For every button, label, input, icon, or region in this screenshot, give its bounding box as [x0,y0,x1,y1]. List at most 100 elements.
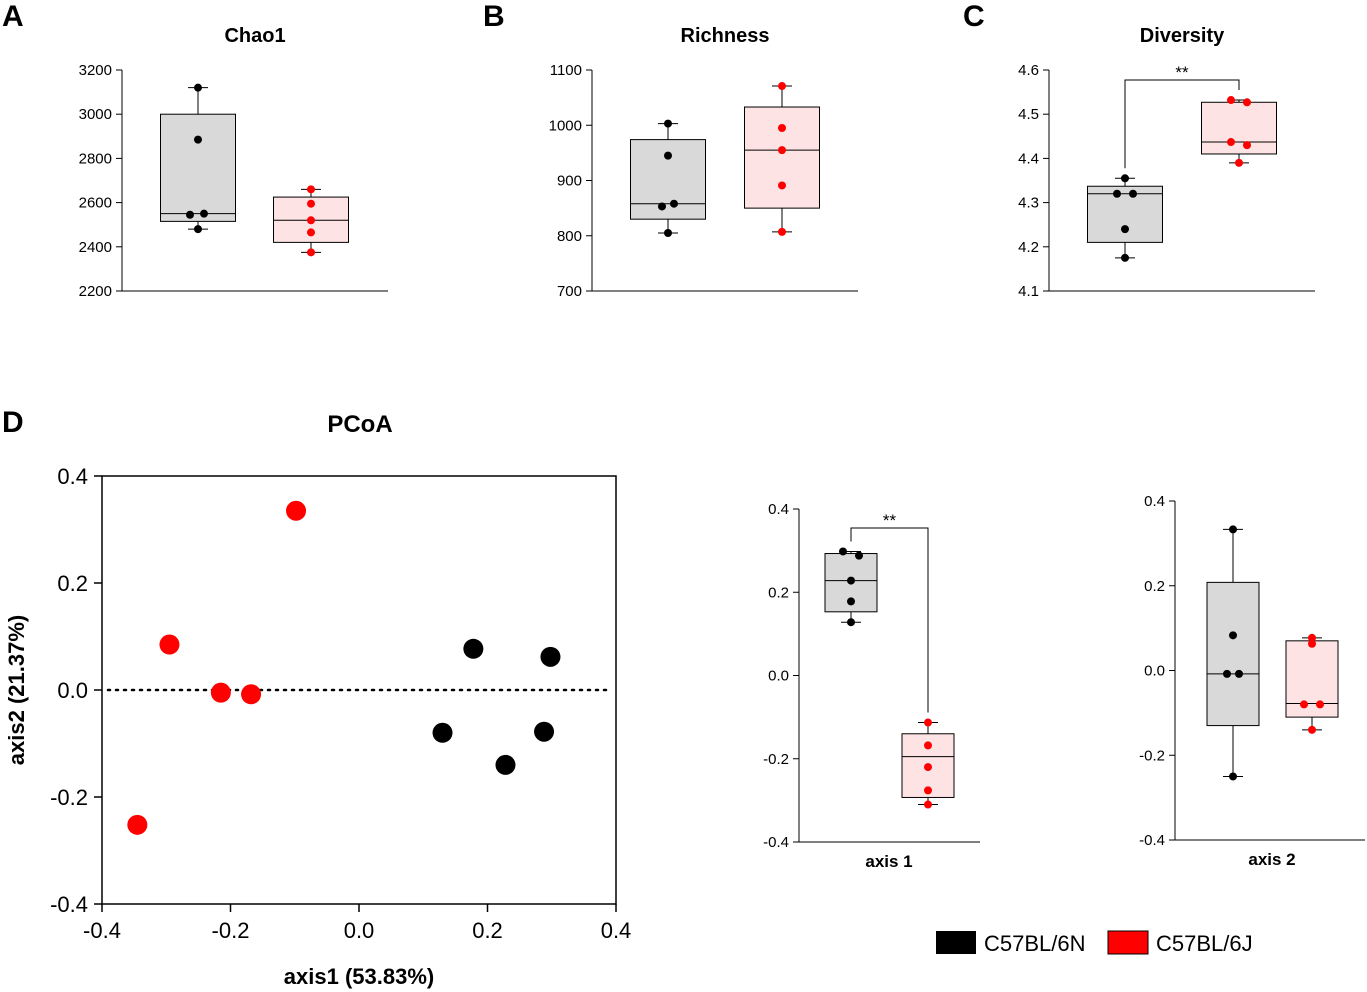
data-point [1316,700,1324,709]
scatter-point [159,634,180,655]
significance-bracket [1124,79,1240,169]
scatter-point [432,722,453,743]
data-point [307,199,315,208]
y-tick-label: 0.0 [1144,663,1165,680]
legend: C57BL/6N C57BL/6J [936,930,1253,956]
data-point [778,82,786,91]
y-tick-label: -0.2 [50,785,88,810]
scatter-point [286,500,307,521]
data-point [670,199,678,208]
y-tick-label: -0.4 [50,892,88,917]
panel-letter-c: C [963,0,985,33]
box-group2 [744,106,820,209]
data-point [307,248,315,257]
y-tick-label: 1000 [549,117,582,134]
x-category-label: axis 2 [1248,850,1295,869]
data-point [778,146,786,155]
y-tick-label: 2200 [79,283,112,300]
box-plot-axis2: -0.4 -0.2 0.0 0.2 0.4 axis 2 [1139,493,1365,869]
data-point [664,228,672,237]
data-point [924,786,932,795]
data-point [924,741,932,750]
y-tick-label: 3200 [79,62,112,79]
chart-title: Diversity [1140,25,1225,47]
box-group1 [160,113,236,222]
y-tick-label: 0.4 [768,501,789,518]
data-point [1300,700,1308,709]
data-point [194,83,202,92]
y-tick-label: 700 [557,283,582,300]
data-point [778,181,786,190]
box-group1 [1087,185,1163,243]
significance-label: ** [1175,63,1189,82]
data-point [1227,138,1235,147]
y-tick-label: 4.2 [1018,239,1039,256]
data-point [1235,158,1243,167]
data-point [664,151,672,160]
chart-title: Richness [681,25,770,47]
data-point [778,124,786,133]
chart-title: Chao1 [224,25,285,47]
data-point [1235,669,1243,678]
data-point [200,209,208,218]
legend-swatch-group2 [1107,930,1149,955]
y-tick-label: 4.4 [1018,150,1039,167]
data-point [1308,725,1316,734]
y-tick-label: -0.2 [763,751,789,768]
data-point [664,119,672,128]
y-tick-label: 1100 [550,62,582,79]
panel-letter-a: A [2,0,24,33]
x-tick-label: -0.2 [212,918,250,943]
data-point [1223,669,1231,678]
y-tick-label: 0.0 [768,668,789,685]
data-point [924,718,932,727]
data-point [1129,189,1137,198]
x-tick-label: 0.0 [344,918,375,943]
y-tick-label: 900 [557,173,582,190]
box-plot-diversity: 4.1 4.2 4.3 4.4 4.5 4.6 Diversity ** [1018,25,1315,300]
y-tick-label: 4.6 [1018,62,1039,79]
scatter-point [463,638,484,659]
data-point [194,135,202,144]
y-tick-label: 4.3 [1018,195,1039,212]
significance-label: ** [883,511,897,530]
data-point [1121,253,1129,262]
x-axis-title: axis1 (53.83%) [284,964,434,989]
data-point [658,202,666,211]
data-point [1229,525,1237,534]
data-point [924,763,932,772]
data-point [847,576,855,585]
data-point [186,210,194,219]
x-tick-label: -0.4 [83,918,121,943]
box-group1 [630,139,706,220]
y-tick-label: 2400 [79,239,112,256]
scatter-point [241,684,262,705]
y-tick-label: 0.2 [57,571,88,596]
y-tick-label: 2600 [79,195,112,212]
data-point [1227,96,1235,105]
y-tick-label: 4.5 [1018,106,1039,123]
box-plot-richness: 700 800 900 1000 1100 Richness [549,25,858,300]
y-tick-label: 0.4 [57,464,88,489]
data-point [1113,189,1121,198]
legend-swatch-group1 [936,931,976,954]
y-tick-label: 4.1 [1018,283,1039,300]
panel-letter-b: B [483,0,505,33]
panel-letter-d: D [2,406,24,439]
data-point [847,597,855,606]
scatter-point [534,721,555,742]
data-point [1229,772,1237,781]
box-group2 [1201,101,1277,155]
x-category-label: axis 1 [865,852,912,871]
box-group2 [1285,640,1339,718]
data-point [307,228,315,237]
data-point [307,216,315,225]
data-point [1308,639,1316,648]
box-plot-axis1: -0.4 -0.2 0.0 0.2 0.4 axis 1 ** [763,501,980,871]
y-tick-label: 0.2 [768,584,789,601]
scatter-point [127,814,148,835]
box-plot-chao1: 2200 2400 2600 2800 3000 3200 Chao1 [79,25,388,300]
box-group1 [1206,581,1260,727]
legend-label-group2: C57BL/6J [1156,931,1253,956]
y-tick-label: 3000 [79,106,112,123]
